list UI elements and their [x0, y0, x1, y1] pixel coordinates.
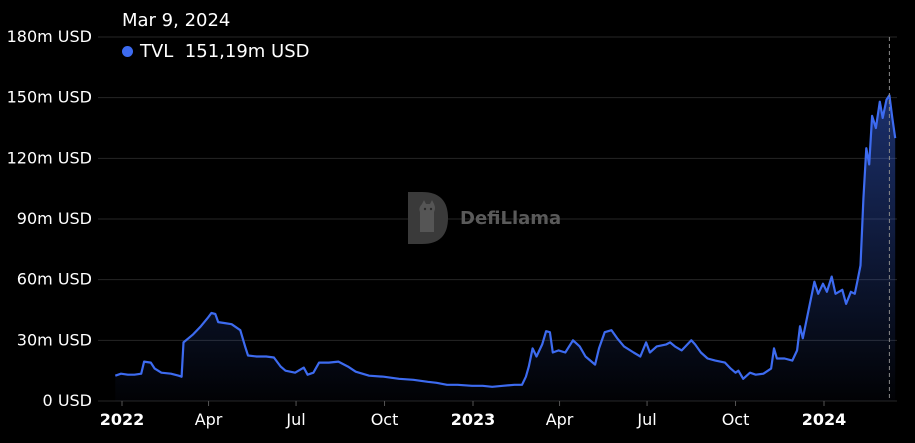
x-tick-label: Apr [546, 410, 574, 429]
x-tick-label: 2023 [451, 410, 496, 429]
tooltip-series-row: TVL 151,19m USD [122, 41, 310, 62]
y-tick-label: 150m USD [7, 88, 92, 107]
x-tick-label: Apr [195, 410, 223, 429]
llama-logo-icon [408, 192, 448, 244]
series-dot-icon [122, 46, 133, 57]
y-axis: 0 USD 30m USD 60m USD 90m USD 120m USD 150m U… [7, 27, 92, 410]
watermark-text: DefiLlama [460, 207, 562, 229]
x-tick-label: Oct [722, 410, 750, 429]
tooltip-series-label: TVL [140, 41, 174, 62]
tvl-area [115, 95, 896, 402]
tooltip-value: 151,19m USD [184, 41, 310, 62]
watermark: DefiLlama [404, 190, 561, 246]
y-tick-label: 0 USD [43, 391, 92, 410]
x-axis: 2022 Apr Jul Oct 2023 Apr Jul Oct 2024 [100, 401, 847, 429]
y-tick-label: 90m USD [17, 209, 92, 228]
x-tick-label: 2022 [100, 410, 145, 429]
x-tick-label: 2024 [802, 410, 847, 429]
x-tick-label: Oct [371, 410, 399, 429]
y-tick-label: 120m USD [7, 148, 92, 167]
y-tick-label: 30m USD [17, 330, 92, 349]
x-tick-label: Jul [636, 410, 656, 429]
tvl-line [114, 94, 897, 388]
y-tick-label: 60m USD [17, 270, 92, 289]
y-tick-label: 180m USD [7, 27, 92, 46]
x-tick-label: Jul [285, 410, 305, 429]
tooltip-date: Mar 9, 2024 [122, 10, 231, 31]
